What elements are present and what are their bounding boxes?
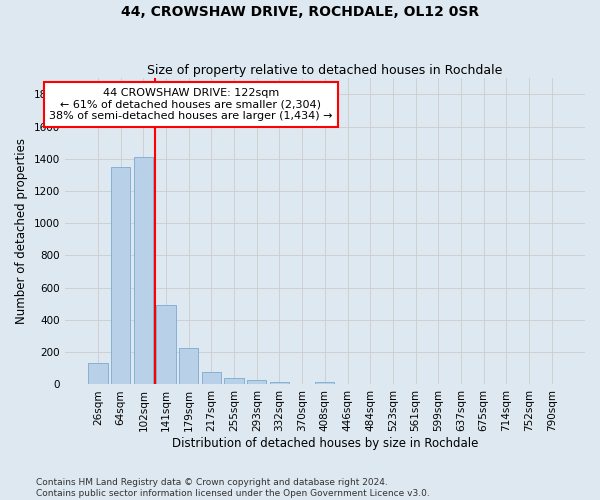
Bar (247, 380, 266, 384)
X-axis label: Distribution of detached houses by size in Rochdale: Distribution of detached houses by size … (172, 437, 478, 450)
Bar (179, 348, 199, 385)
Y-axis label: Number of detached properties: Number of detached properties (15, 138, 28, 324)
Text: Contains HM Land Registry data © Crown copyright and database right 2024.
Contai: Contains HM Land Registry data © Crown c… (36, 478, 430, 498)
Title: Size of property relative to detached houses in Rochdale: Size of property relative to detached ho… (147, 64, 503, 77)
Bar (88, 362, 107, 384)
Text: 44 CROWSHAW DRIVE: 122sqm
← 61% of detached houses are smaller (2,304)
38% of se: 44 CROWSHAW DRIVE: 122sqm ← 61% of detac… (49, 88, 333, 121)
Text: 44, CROWSHAW DRIVE, ROCHDALE, OL12 0SR: 44, CROWSHAW DRIVE, ROCHDALE, OL12 0SR (121, 5, 479, 19)
Bar (315, 382, 334, 384)
Bar (202, 372, 221, 384)
Bar (157, 306, 176, 384)
Bar (111, 167, 130, 384)
Bar (270, 382, 289, 384)
Bar (224, 378, 244, 384)
Bar (134, 157, 153, 384)
